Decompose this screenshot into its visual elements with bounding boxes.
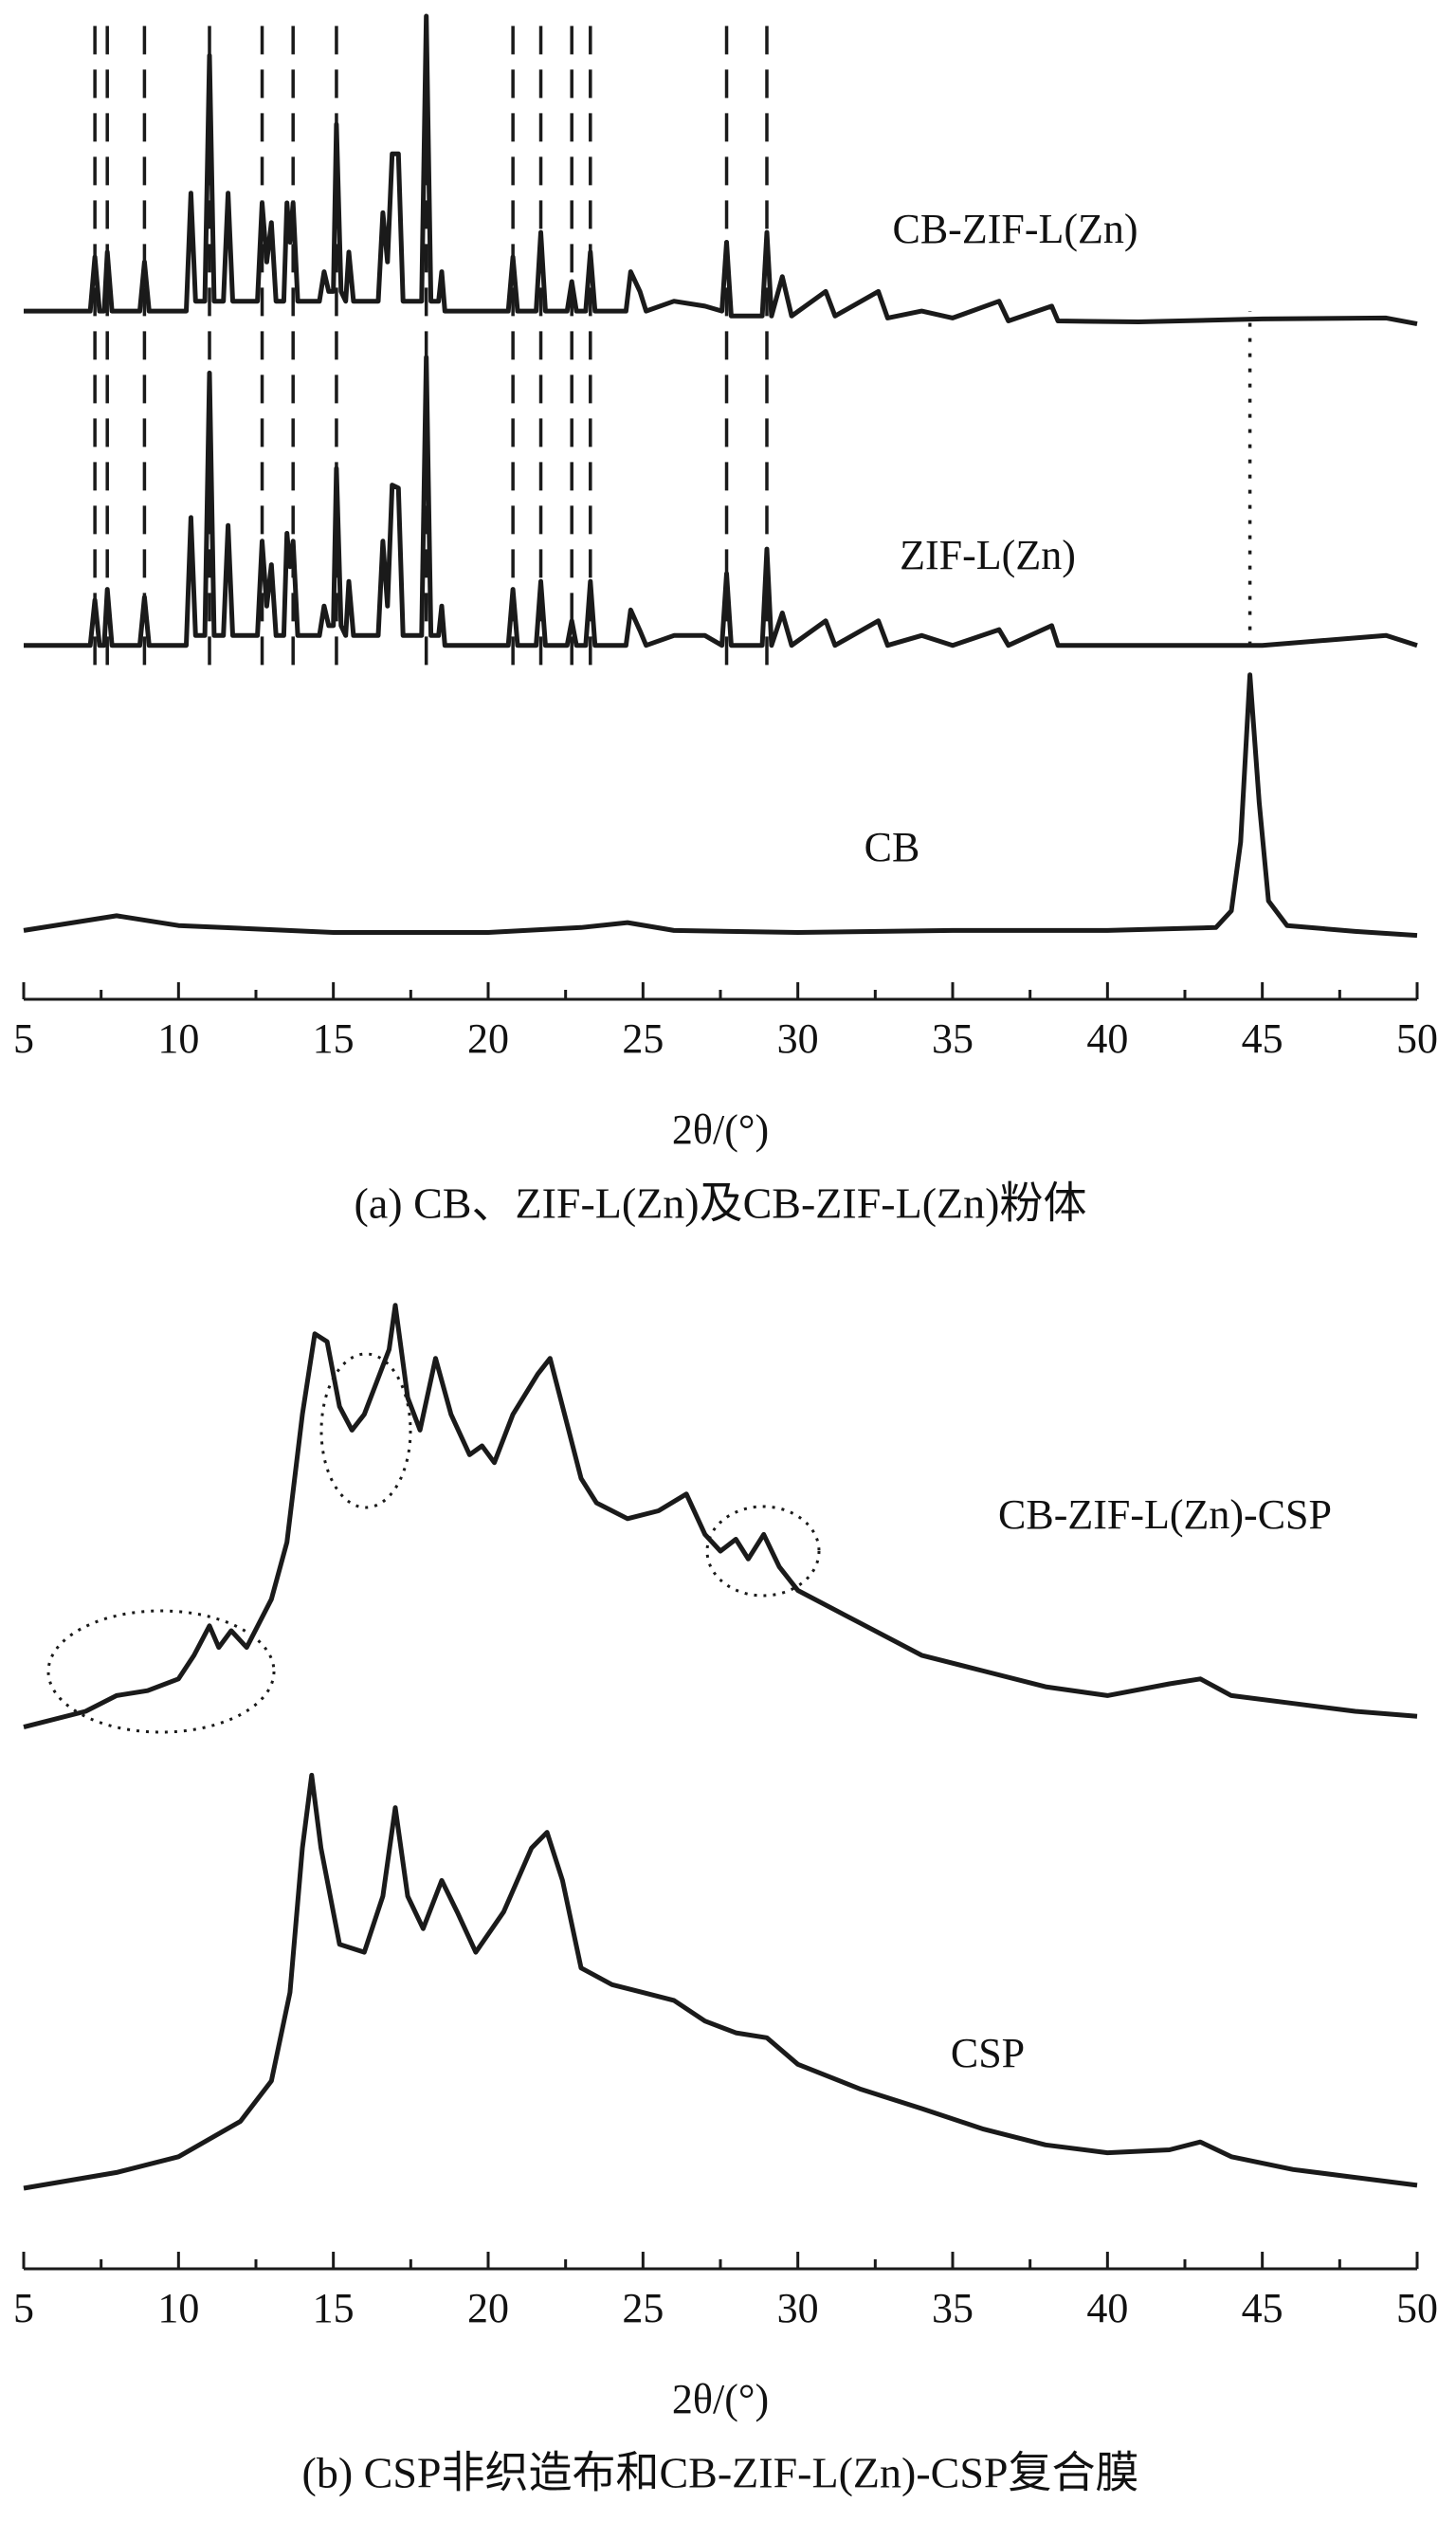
x-tick-label: 50: [1396, 2285, 1438, 2331]
x-tick-label: 5: [13, 2285, 34, 2331]
data-line: [23, 1303, 1418, 1730]
x-tick-label: 15: [313, 1015, 355, 1062]
x-tick-label: 25: [622, 2285, 664, 2331]
data-line: [24, 355, 1418, 649]
x-tick-label: 20: [467, 1015, 509, 1062]
data-line: [24, 13, 1418, 327]
x-tick-label: 35: [932, 1015, 974, 1062]
data-line: [23, 1772, 1418, 2191]
x-tick-label: 15: [313, 2285, 355, 2331]
x-tick-label: 35: [932, 2285, 974, 2331]
x-tick-label: 5: [13, 1015, 34, 1062]
x-tick-label: 10: [157, 2285, 199, 2331]
series-label: ZIF-L(Zn): [900, 532, 1076, 578]
x-tick-label: 10: [157, 1015, 199, 1062]
series-label: CB-ZIF-L(Zn)-CSP: [998, 1491, 1332, 1538]
data-line: [23, 672, 1418, 939]
x-tick-label: 45: [1242, 1015, 1283, 1062]
x-tick-label: 30: [777, 1015, 819, 1062]
caption: (a) CB、ZIF-L(Zn)及CB-ZIF-L(Zn)粉体: [355, 1179, 1087, 1228]
series-label: CB: [864, 824, 920, 870]
x-tick-label: 40: [1086, 2285, 1128, 2331]
series-label: CSP: [951, 2030, 1025, 2076]
caption: (b) CSP非织造布和CB-ZIF-L(Zn)-CSP复合膜: [302, 2449, 1139, 2497]
highlight-ellipse: [319, 1352, 412, 1509]
x-tick-label: 20: [467, 2285, 509, 2331]
highlight-ellipse: [46, 1609, 276, 1734]
x-axis-label: 2θ/(°): [672, 2376, 769, 2422]
highlight-ellipse: [705, 1505, 821, 1598]
x-tick-label: 30: [777, 2285, 819, 2331]
series-label: CB-ZIF-L(Zn): [892, 206, 1138, 252]
x-tick-label: 50: [1396, 1015, 1438, 1062]
highlight-ellipses: [46, 1352, 821, 1734]
x-tick-label: 40: [1086, 1015, 1128, 1062]
x-tick-label: 45: [1242, 2285, 1283, 2331]
x-axis-label: 2θ/(°): [672, 1106, 769, 1153]
x-tick-label: 25: [622, 1015, 664, 1062]
